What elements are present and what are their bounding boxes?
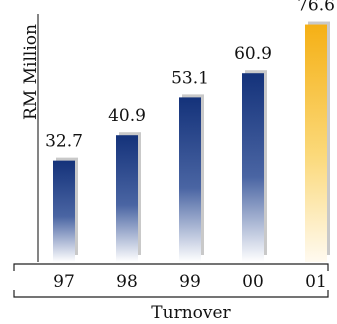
x-tick-97: 97 [53, 272, 75, 292]
x-tick-99: 99 [179, 272, 201, 292]
value-label-97: 32.7 [45, 132, 83, 152]
category-bracket-bottom [13, 290, 329, 298]
bar-98 [116, 135, 138, 262]
x-axis-title: Turnover [151, 303, 231, 323]
value-label-01: 76.6 [297, 0, 335, 16]
x-tick-01: 01 [305, 272, 327, 292]
bar-01 [305, 24, 327, 262]
value-label-99: 53.1 [171, 68, 209, 88]
value-labels-group: 32.7 40.9 53.1 60.9 76.6 [45, 0, 335, 152]
bar-97 [53, 160, 75, 262]
bar-99 [179, 97, 201, 262]
x-ticks-group: 97 98 99 00 01 [53, 272, 327, 292]
bars-group [53, 21, 330, 263]
value-label-00: 60.9 [234, 44, 272, 64]
category-bracket-top [13, 263, 329, 271]
bar-00 [242, 73, 264, 263]
y-axis-title: RM Million [21, 24, 41, 120]
x-tick-98: 98 [116, 272, 138, 292]
value-label-98: 40.9 [108, 106, 146, 126]
x-tick-00: 00 [242, 272, 264, 292]
